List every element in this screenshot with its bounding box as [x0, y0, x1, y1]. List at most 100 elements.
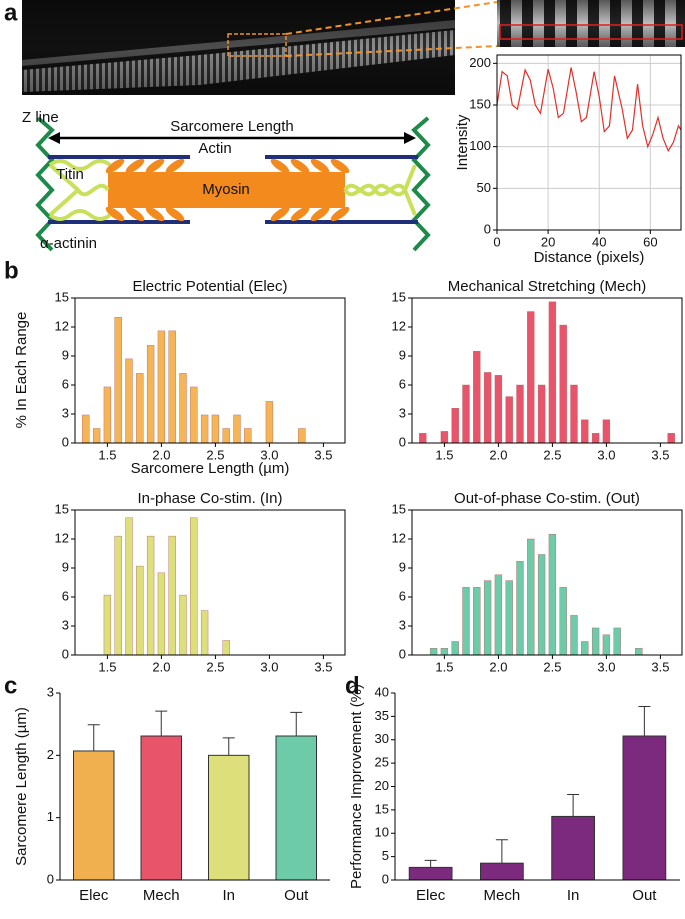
histogram-bar — [548, 533, 557, 656]
y-tick-label: 200 — [469, 55, 491, 70]
x-tick-label: Elec — [79, 887, 109, 904]
y-tick-label: 100 — [469, 138, 491, 153]
error-bar — [638, 706, 651, 737]
x-tick-label: 1.5 — [98, 659, 116, 674]
histogram-bar — [429, 648, 438, 656]
histogram-bar — [494, 574, 503, 656]
zoom-line — [285, 45, 498, 57]
y-tick-label: 12 — [392, 318, 406, 333]
histogram-bar — [168, 535, 176, 656]
x-tick-label: 2.0 — [489, 659, 507, 674]
bar — [408, 866, 453, 881]
y-axis-title: Performance Improvement (%) — [348, 684, 365, 889]
histogram-bar — [146, 535, 155, 656]
histogram-bar — [516, 384, 524, 444]
histogram-bar — [505, 580, 513, 656]
histogram-bar — [419, 433, 427, 444]
histogram-bar — [211, 414, 220, 444]
y-tick-label: 15 — [55, 501, 69, 516]
error-bar — [87, 724, 100, 751]
micrograph — [22, 0, 455, 95]
y-tick-label: 50 — [477, 180, 491, 195]
y-tick-label: 12 — [392, 530, 406, 545]
x-tick-label: 2.0 — [152, 659, 170, 674]
y-tick-label: 2 — [47, 747, 54, 762]
x-tick-label: 3.5 — [651, 447, 669, 462]
histogram-bar — [233, 414, 241, 444]
y-tick-label: 6 — [62, 588, 69, 603]
histogram-bar — [82, 414, 90, 444]
error-bar — [495, 839, 508, 864]
x-tick-label: 2.5 — [543, 447, 561, 462]
bar — [208, 754, 250, 881]
histogram-bar — [146, 345, 155, 444]
x-tick-label: 1.5 — [98, 447, 116, 462]
y-tick-label: 3 — [47, 684, 54, 699]
histogram-bar — [440, 431, 449, 444]
y-tick-label: 9 — [62, 559, 69, 574]
x-tick-label: 3.5 — [651, 659, 669, 674]
histogram-bar — [451, 641, 459, 656]
zoom-line — [285, 1, 498, 35]
data-line — [496, 67, 682, 153]
error-bar — [424, 859, 437, 868]
panel-label: b — [4, 257, 19, 284]
histogram-bar — [125, 358, 133, 444]
plot-frame — [411, 297, 683, 444]
y-axis-title: Intensity — [454, 114, 471, 170]
bar — [140, 735, 182, 881]
y-tick-label: 6 — [399, 588, 406, 603]
bar — [275, 735, 317, 881]
y-tick-label: 6 — [62, 376, 69, 391]
y-tick-label: 3 — [399, 405, 406, 420]
x-tick-label: 0 — [493, 234, 500, 249]
x-tick-label: 60 — [643, 234, 657, 249]
diagram-label: Titin — [56, 166, 84, 183]
bar — [73, 750, 115, 881]
panel-label: c — [4, 672, 17, 699]
histogram-bar — [125, 517, 133, 656]
chart-title: Out-of-phase Co-stim. (Out) — [454, 490, 640, 507]
zoom-inset — [497, 0, 685, 47]
axes — [394, 693, 680, 881]
histogram-bar — [537, 384, 546, 444]
y-tick-label: 0 — [399, 646, 406, 661]
y-tick-label: 9 — [399, 347, 406, 362]
histogram-bar — [168, 330, 176, 444]
y-tick-label: 0 — [382, 871, 389, 886]
y-tick-label: 20 — [375, 778, 389, 793]
panel-label: a — [4, 0, 18, 26]
histogram-bar — [570, 384, 578, 444]
histogram-bar — [200, 414, 209, 444]
histogram-bar — [527, 311, 535, 444]
histogram-bar — [103, 386, 112, 444]
y-tick-label: 0 — [62, 434, 69, 449]
histogram-bar — [537, 554, 546, 656]
y-tick-label: 15 — [392, 289, 406, 304]
histogram-bar — [581, 641, 589, 656]
y-tick-label: 3 — [62, 617, 69, 632]
x-tick-label: Mech — [484, 887, 521, 904]
axes — [59, 693, 330, 881]
y-tick-label: 12 — [55, 530, 69, 545]
x-axis-title: Distance (pixels) — [534, 249, 645, 266]
x-tick-label: 40 — [592, 234, 606, 249]
histogram-bar — [265, 401, 274, 444]
y-tick-label: 25 — [375, 755, 389, 770]
histogram-bar — [222, 428, 230, 444]
y-axis-title: % In Each Range — [13, 312, 30, 429]
y-tick-label: 0 — [484, 221, 491, 236]
x-tick-label: 3.5 — [314, 447, 332, 462]
histogram-bar — [157, 330, 166, 444]
histogram-bar — [103, 594, 112, 656]
histogram-bar — [559, 587, 567, 656]
x-tick-label: 1.5 — [435, 447, 453, 462]
x-tick-label: 2.0 — [489, 447, 507, 462]
diagram-label: Myosin — [202, 181, 250, 198]
histogram-bar — [591, 433, 600, 444]
y-tick-label: 150 — [469, 96, 491, 111]
y-tick-label: 5 — [382, 848, 389, 863]
histogram-bar — [200, 610, 209, 656]
x-tick-label: 3.5 — [314, 659, 332, 674]
